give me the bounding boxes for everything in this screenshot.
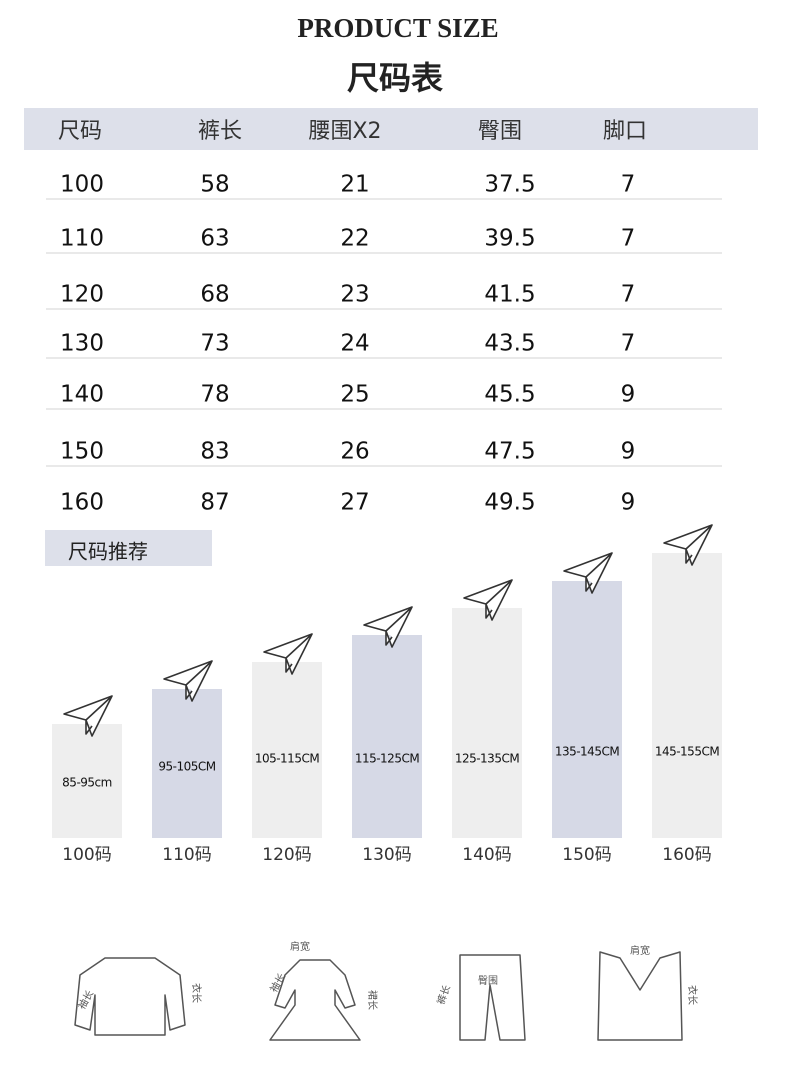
plane-shape: [463, 579, 513, 621]
height-bar: [452, 608, 522, 838]
table-cell: 7: [621, 172, 636, 198]
height-bar: [652, 553, 722, 838]
size-label: 130码: [362, 845, 411, 865]
table-cell: 43.5: [484, 331, 535, 357]
table-cell: 9: [621, 439, 636, 465]
table-cell: 100: [60, 172, 104, 198]
table-cell: 120: [60, 282, 104, 308]
garment-icon: [269, 959, 361, 1041]
garment-icon: [74, 957, 186, 1036]
paper-plane-icon: [363, 606, 413, 648]
measure-label: 肩宽: [290, 940, 310, 953]
table-cell: 45.5: [484, 382, 535, 408]
recommend-label: 尺码推荐: [68, 540, 148, 564]
garment-icon: [597, 951, 683, 1041]
plane-shape: [363, 606, 413, 648]
size-label: 100码: [62, 845, 111, 865]
table-cell: 78: [200, 382, 229, 408]
table-cell: 9: [621, 490, 636, 516]
table-cell: 24: [340, 331, 369, 357]
table-cell: 26: [340, 439, 369, 465]
table-cell: 41.5: [484, 282, 535, 308]
height-bar: [352, 635, 422, 838]
table-header-bg: [24, 108, 758, 150]
table-cell: 130: [60, 331, 104, 357]
paper-plane-icon: [563, 552, 613, 594]
height-range: 85-95cm: [62, 776, 112, 790]
size-label: 150码: [562, 845, 611, 865]
table-cell: 27: [340, 490, 369, 516]
table-cell: 7: [621, 226, 636, 252]
table-cell: 83: [200, 439, 229, 465]
table-cell: 58: [200, 172, 229, 198]
plane-shape: [63, 695, 113, 737]
height-bar: [152, 689, 222, 838]
column-header: 腰围X2: [308, 119, 381, 144]
table-cell: 110: [60, 226, 104, 252]
table-cell: 150: [60, 439, 104, 465]
subtitle: 尺码表: [347, 59, 443, 97]
paper-plane-icon: [463, 579, 513, 621]
table-cell: 160: [60, 490, 104, 516]
table-cell: 63: [200, 226, 229, 252]
table-cell: 140: [60, 382, 104, 408]
table-cell: 68: [200, 282, 229, 308]
height-range: 135-145CM: [555, 745, 620, 759]
column-header: 尺码: [58, 119, 102, 144]
column-header: 裤长: [198, 119, 242, 144]
height-range: 125-135CM: [455, 752, 520, 766]
table-cell: 73: [200, 331, 229, 357]
height-bar: [252, 662, 322, 838]
paper-plane-icon: [663, 524, 713, 566]
height-bar: [52, 724, 122, 838]
paper-plane-icon: [263, 633, 313, 675]
plane-shape: [163, 660, 213, 702]
height-range: 95-105CM: [158, 760, 215, 774]
recommend-label-bg: [45, 530, 212, 566]
table-cell: 22: [340, 226, 369, 252]
measure-label: 肩宽: [630, 944, 650, 957]
table-cell: 23: [340, 282, 369, 308]
height-range: 145-155CM: [655, 745, 720, 759]
table-cell: 49.5: [484, 490, 535, 516]
paper-plane-icon: [163, 660, 213, 702]
plane-shape: [563, 552, 613, 594]
size-label: 110码: [162, 845, 211, 865]
height-range: 115-125CM: [355, 752, 420, 766]
measure-label: 衣长: [686, 985, 699, 1005]
plane-shape: [663, 524, 713, 566]
table-cell: 47.5: [484, 439, 535, 465]
height-range: 105-115CM: [255, 752, 320, 766]
table-cell: 21: [340, 172, 369, 198]
height-bar: [552, 581, 622, 838]
table-cell: 7: [621, 282, 636, 308]
size-label: 160码: [662, 845, 711, 865]
measure-label: 裙长: [366, 990, 379, 1010]
plane-shape: [263, 633, 313, 675]
measure-label: 臀围: [478, 975, 498, 987]
table-cell: 25: [340, 382, 369, 408]
title: PRODUCT SIZE: [297, 13, 498, 43]
size-label: 120码: [262, 845, 311, 865]
table-cell: 7: [621, 331, 636, 357]
size-label: 140码: [462, 845, 511, 865]
table-cell: 9: [621, 382, 636, 408]
measure-label: 衣长: [190, 983, 203, 1003]
table-cell: 37.5: [484, 172, 535, 198]
table-cell: 39.5: [484, 226, 535, 252]
garment-icon: [459, 954, 526, 1041]
column-header: 臀围: [478, 119, 522, 144]
column-header: 脚口: [603, 119, 647, 144]
paper-plane-icon: [63, 695, 113, 737]
table-cell: 87: [200, 490, 229, 516]
